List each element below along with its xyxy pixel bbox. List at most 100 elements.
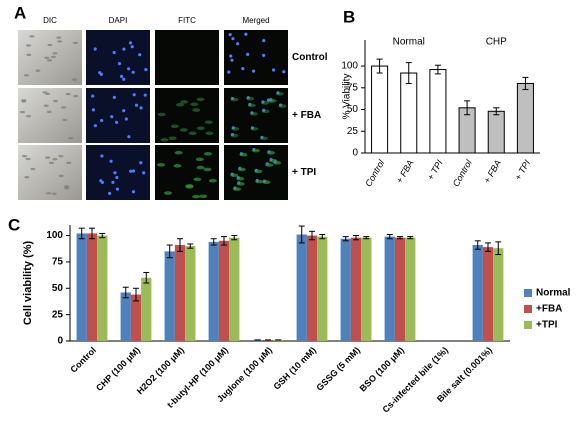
cell	[26, 53, 32, 57]
cell	[26, 114, 32, 118]
nucleus	[100, 154, 104, 158]
bar	[262, 339, 274, 341]
cell	[22, 154, 28, 158]
cell	[44, 56, 50, 59]
bar	[252, 339, 263, 341]
bar	[487, 110, 505, 154]
cell	[35, 69, 41, 72]
nucleus	[115, 175, 119, 180]
nucleus	[230, 58, 234, 62]
nucleus	[112, 50, 116, 55]
bar	[130, 294, 142, 341]
bar	[371, 65, 389, 154]
fitc-cell	[199, 194, 208, 199]
fitc-cell	[236, 176, 245, 181]
x-tick-label: + FBA	[482, 158, 503, 185]
bar	[400, 72, 418, 154]
cell	[72, 78, 78, 81]
nucleus	[131, 70, 135, 74]
cell	[30, 167, 36, 171]
nucleus	[142, 171, 146, 175]
fitc-cell	[247, 103, 256, 108]
fitc-cell	[175, 102, 184, 107]
fitc-cell	[168, 136, 177, 141]
bar	[493, 248, 504, 341]
fitc-cell	[275, 92, 284, 96]
cell	[73, 94, 79, 98]
y-axis-label: Cell viability (%)	[22, 240, 34, 325]
fitc-cell	[268, 98, 277, 103]
cell	[43, 104, 49, 107]
bar	[516, 82, 534, 154]
nucleus	[108, 191, 112, 195]
fitc-cell	[188, 131, 197, 136]
cell	[73, 41, 79, 45]
micrograph	[18, 30, 82, 85]
panel-label: A	[14, 3, 26, 22]
cell	[66, 161, 72, 165]
cell	[51, 192, 57, 195]
fitc-cell	[160, 138, 169, 142]
cell	[46, 110, 52, 114]
legend-label: Normal	[536, 288, 571, 299]
fitc-cell	[261, 101, 270, 105]
bar	[405, 237, 416, 341]
nucleus	[229, 54, 233, 58]
y-tick-label: 0	[352, 148, 358, 159]
bar	[120, 292, 131, 341]
bar	[306, 235, 318, 341]
cell	[58, 154, 64, 158]
cell	[64, 185, 70, 188]
y-axis-label: % Viability	[342, 74, 353, 120]
nucleus	[236, 42, 240, 46]
bar	[361, 237, 372, 341]
fitc-cell	[250, 127, 259, 131]
nucleus	[109, 159, 113, 163]
column-label: DIC	[43, 16, 57, 25]
fitc-cell	[196, 165, 205, 170]
fitc-cell	[164, 191, 173, 195]
bar	[394, 237, 406, 341]
cell	[52, 99, 58, 103]
nucleus	[122, 77, 126, 81]
bar	[229, 237, 240, 341]
fitc-cell	[267, 151, 276, 155]
y-tick-label: 50	[52, 283, 64, 294]
x-tick-label: GSSG (5 mM)	[314, 345, 362, 393]
row-label: Control	[292, 52, 328, 63]
x-tick-label: Control	[68, 345, 98, 375]
fitc-cell	[254, 169, 263, 174]
y-tick-label: 100	[341, 61, 358, 72]
fitc-cell	[195, 157, 204, 162]
bar	[141, 277, 152, 341]
fitc-cell	[204, 120, 213, 124]
x-tick-label: GSH (10 mM)	[271, 345, 318, 392]
micrograph	[86, 30, 150, 85]
nucleus	[228, 33, 232, 37]
nucleus	[93, 124, 97, 128]
fitc-cell	[259, 136, 268, 141]
cell	[56, 36, 62, 39]
bar	[97, 235, 108, 341]
bar	[350, 237, 362, 341]
row-label: + TPI	[292, 167, 316, 178]
bar	[273, 339, 284, 341]
fitc-cell	[230, 97, 239, 102]
fitc-cell	[261, 109, 270, 114]
panel-label: B	[343, 7, 355, 26]
cell	[47, 43, 53, 47]
nucleus	[144, 68, 148, 72]
cell	[65, 92, 71, 96]
bar	[472, 245, 483, 341]
nucleus	[100, 118, 104, 123]
cell	[46, 192, 52, 195]
cell	[58, 174, 64, 178]
fitc-cell	[239, 152, 248, 157]
x-tick-label: Control	[363, 157, 387, 188]
bar	[429, 69, 447, 154]
nucleus	[122, 47, 126, 51]
x-tick-label: CHP (100 μM)	[94, 345, 142, 393]
column-label: FITC	[178, 16, 196, 25]
nucleus	[241, 66, 245, 71]
nucleus	[246, 52, 250, 56]
